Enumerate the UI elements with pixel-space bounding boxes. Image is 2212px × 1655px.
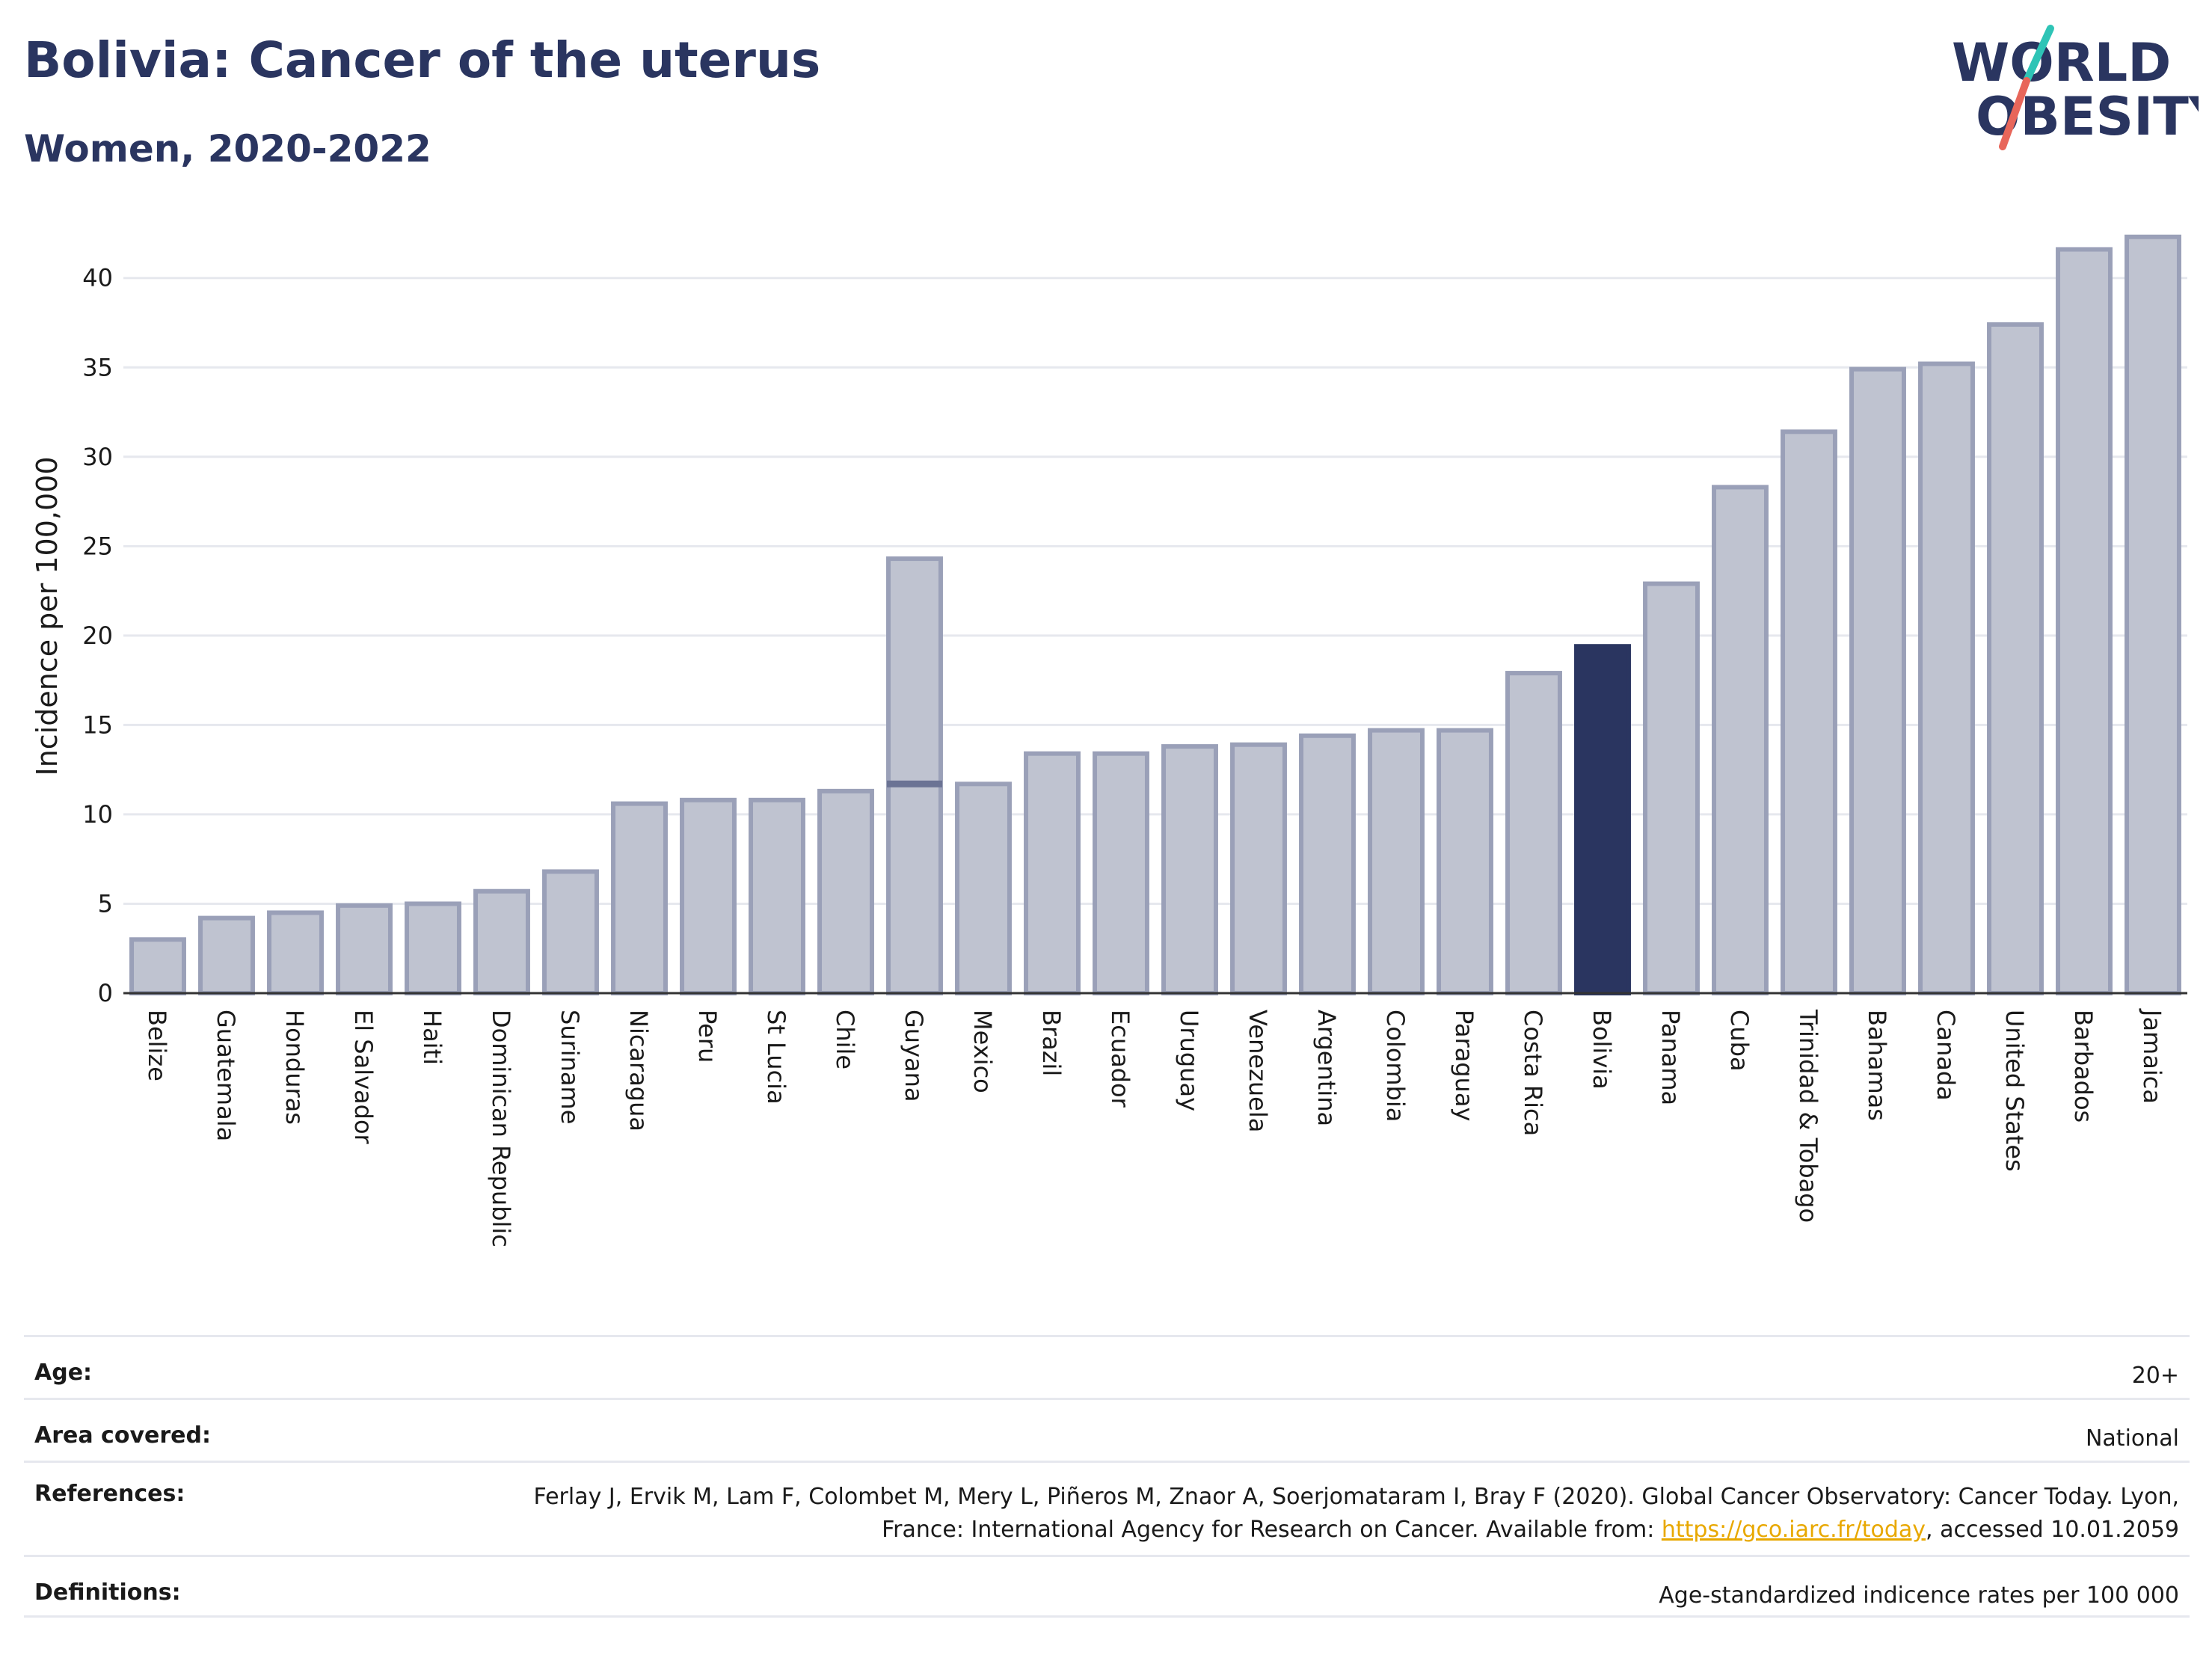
meta-row-area: Area covered: National xyxy=(24,1398,2190,1461)
x-category-label: Suriname xyxy=(556,1010,584,1124)
x-category-label: Chile xyxy=(831,1010,859,1069)
x-category-label: Honduras xyxy=(280,1010,309,1125)
x-category-label: Brazil xyxy=(1037,1010,1066,1076)
x-category-label: Costa Rica xyxy=(1519,1010,1547,1136)
x-category-label: Jamaica xyxy=(2138,1008,2166,1104)
definitions-value: Age-standardized indicence rates per 100… xyxy=(1659,1582,2179,1609)
bar xyxy=(405,901,461,995)
x-category-label: Barbados xyxy=(2069,1010,2098,1123)
bar xyxy=(129,937,186,995)
references-value: Ferlay J, Ervik M, Lam F, Colombet M, Me… xyxy=(459,1481,2179,1547)
meta-row-age: Age: 20+ xyxy=(24,1335,2190,1398)
area-value: National xyxy=(2085,1425,2179,1452)
meta-row-definitions: Definitions: Age-standardized indicence … xyxy=(24,1555,2190,1618)
bar xyxy=(680,797,737,996)
bar xyxy=(2056,247,2113,995)
bar xyxy=(1024,751,1081,995)
x-category-label: Paraguay xyxy=(1450,1010,1478,1121)
x-category-label: Guatemala xyxy=(212,1010,240,1141)
bar xyxy=(955,782,1012,995)
bar xyxy=(1230,742,1287,995)
x-category-label: Cuba xyxy=(1725,1010,1754,1072)
bar xyxy=(1505,671,1562,995)
world-obesity-logo: WORLD OBESITY xyxy=(1952,25,2199,150)
y-tick-label: 5 xyxy=(98,889,113,918)
x-category-label: Uruguay xyxy=(1175,1010,1203,1111)
bar xyxy=(2125,234,2181,996)
x-category-label: El Salvador xyxy=(349,1010,378,1145)
x-category-label: Haiti xyxy=(418,1010,446,1065)
y-tick-label: 0 xyxy=(98,979,113,1007)
x-category-label: Dominican Republic xyxy=(487,1010,515,1247)
y-tick-label: 35 xyxy=(82,353,113,381)
x-category-label: Peru xyxy=(693,1010,722,1063)
bar xyxy=(1437,728,1493,995)
x-category-label: Ecuador xyxy=(1106,1010,1134,1108)
bar xyxy=(749,797,805,996)
bar xyxy=(267,910,324,995)
bar xyxy=(1781,429,1837,995)
bar xyxy=(1368,728,1425,995)
y-tick-label: 10 xyxy=(82,800,113,829)
x-category-label: Mexico xyxy=(968,1010,997,1093)
x-category-label: Venezuela xyxy=(1244,1010,1272,1132)
bar xyxy=(1987,322,2044,995)
x-category-label: Argentina xyxy=(1312,1010,1341,1126)
references-accessed: , accessed 10.01.2059 xyxy=(1926,1517,2179,1543)
bar-highlight xyxy=(1574,644,1631,995)
bar xyxy=(198,915,255,995)
x-category-label: Trinidad & Tobago xyxy=(1794,1009,1822,1223)
x-category-label: Panama xyxy=(1656,1010,1685,1105)
references-text: Ferlay J, Ervik M, Lam F, Colombet M, Me… xyxy=(533,1484,2179,1543)
bar xyxy=(542,869,599,996)
bar xyxy=(817,788,874,996)
y-axis-title: Incidence per 100,000 xyxy=(31,456,64,776)
chart-title: Bolivia: Cancer of the uterus xyxy=(24,31,821,89)
x-category-label: Nicaragua xyxy=(624,1010,653,1132)
x-category-label: St Lucia xyxy=(762,1010,790,1105)
y-tick-label: 20 xyxy=(82,621,113,650)
bar xyxy=(1849,366,1906,996)
x-category-label: Bahamas xyxy=(1863,1010,1891,1121)
references-label: References: xyxy=(34,1481,185,1507)
bar-chart: 0 5 10 15 20 25 30 35 40 Incidence per 100,000 Bel… xyxy=(31,234,2187,1247)
x-category-label: United States xyxy=(2000,1010,2029,1172)
definitions-label: Definitions: xyxy=(34,1579,181,1606)
bar xyxy=(611,801,668,996)
logo-line1: WORLD xyxy=(1952,32,2171,93)
bar xyxy=(1918,361,1975,995)
logo-slash-top xyxy=(2023,25,2054,85)
x-category-label: Belize xyxy=(143,1010,171,1081)
bar xyxy=(886,556,943,995)
y-tick-label: 15 xyxy=(82,710,113,739)
y-tick-label: 25 xyxy=(82,532,113,560)
age-value: 20+ xyxy=(2131,1363,2179,1389)
chart-subtitle: Women, 2020-2022 xyxy=(24,127,431,171)
y-tick-label: 30 xyxy=(82,443,113,471)
logo-slash-bottom xyxy=(1999,77,2030,150)
x-category-label: Bolivia xyxy=(1588,1010,1616,1090)
metadata-table: Age: 20+ Area covered: National Referenc… xyxy=(24,1335,2190,1618)
bar xyxy=(1161,744,1218,996)
area-label: Area covered: xyxy=(34,1422,211,1449)
y-tick-label: 40 xyxy=(82,264,113,292)
bar xyxy=(1643,581,1700,995)
bar xyxy=(1712,485,1769,995)
x-category-label: Guyana xyxy=(900,1010,928,1102)
references-link[interactable]: https://gco.iarc.fr/today xyxy=(1661,1517,1926,1543)
meta-row-references: References: Ferlay J, Ervik M, Lam F, Co… xyxy=(24,1461,2190,1555)
bar xyxy=(1093,751,1149,995)
x-category-label: Colombia xyxy=(1381,1010,1410,1122)
age-label: Age: xyxy=(34,1360,93,1386)
bar xyxy=(336,903,393,996)
bar xyxy=(473,888,530,995)
bar xyxy=(1299,733,1356,996)
x-category-label: Canada xyxy=(1932,1010,1960,1101)
